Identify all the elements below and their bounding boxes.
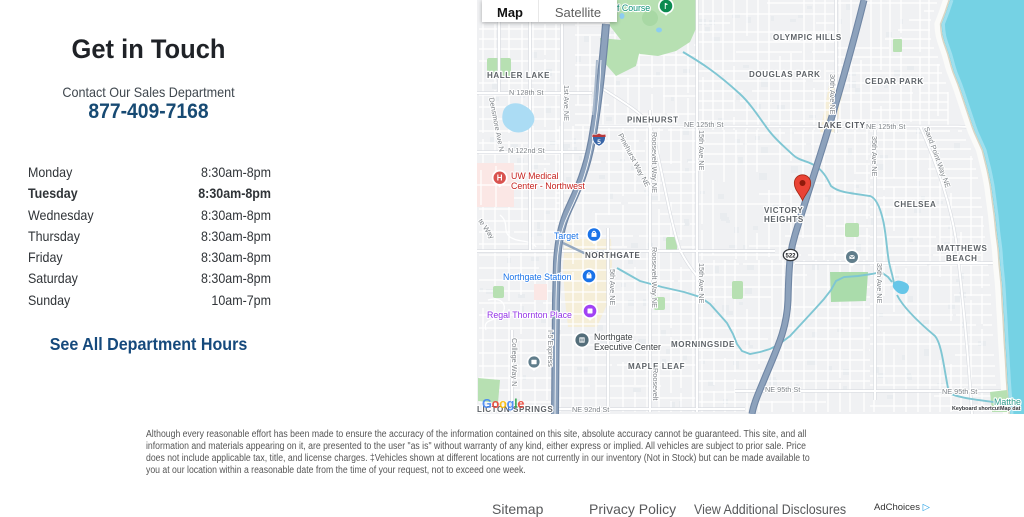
svg-text:N 128th St: N 128th St <box>509 88 543 97</box>
svg-text:NE 95th St: NE 95th St <box>942 387 977 396</box>
svg-text:15th Ave NE: 15th Ave NE <box>697 263 706 304</box>
svg-text:522: 522 <box>785 253 796 259</box>
svg-text:MORNINGSIDE: MORNINGSIDE <box>671 340 735 349</box>
svg-text:NORTHGATE: NORTHGATE <box>585 251 641 260</box>
svg-text:1st Ave NE: 1st Ave NE <box>562 85 571 121</box>
svg-text:Regal Thornton Place: Regal Thornton Place <box>487 310 572 320</box>
svg-text:Center - Northwest: Center - Northwest <box>511 181 585 191</box>
svg-text:HEIGHTS: HEIGHTS <box>764 215 804 224</box>
svg-text:DOUGLAS PARK: DOUGLAS PARK <box>749 70 821 79</box>
svg-text:UW Medical: UW Medical <box>511 171 558 181</box>
svg-text:NE 125th St: NE 125th St <box>866 122 905 131</box>
svg-text:Roosevelt Way NE: Roosevelt Way NE <box>650 247 659 308</box>
svg-text:Google: Google <box>482 397 524 411</box>
svg-text:LAKE CITY: LAKE CITY <box>818 121 866 130</box>
svg-text:MAPLE LEAF: MAPLE LEAF <box>628 362 685 371</box>
svg-text:I-5 Express: I-5 Express <box>546 330 555 367</box>
svg-text:NE 95th St: NE 95th St <box>765 385 800 394</box>
svg-text:BEACH: BEACH <box>946 254 977 263</box>
svg-text:NE 92nd St: NE 92nd St <box>572 405 609 414</box>
svg-text:H: H <box>497 174 503 183</box>
svg-text:Northgate: Northgate <box>594 332 633 342</box>
svg-text:Roosevelt Way NE: Roosevelt Way NE <box>650 132 659 193</box>
svg-text:Executive Center: Executive Center <box>594 342 661 352</box>
svg-text:PINEHURST: PINEHURST <box>627 116 679 125</box>
svg-text:VICTORY: VICTORY <box>764 206 803 215</box>
svg-text:15th Ave NE: 15th Ave NE <box>697 130 706 171</box>
svg-text:CEDAR PARK: CEDAR PARK <box>865 77 924 86</box>
svg-text:Target: Target <box>554 231 579 241</box>
svg-text:MATTHEWS: MATTHEWS <box>937 244 987 253</box>
svg-text:College Way N: College Way N <box>510 338 519 386</box>
svg-text:Keyboard shortcuts: Keyboard shortcuts <box>952 406 1003 412</box>
svg-text:N 122nd St: N 122nd St <box>508 146 545 155</box>
svg-text:CHELSEA: CHELSEA <box>894 200 936 209</box>
svg-text:35th Ave NE: 35th Ave NE <box>870 136 879 177</box>
svg-text:OLYMPIC HILLS: OLYMPIC HILLS <box>773 33 842 42</box>
svg-text:Matthe: Matthe <box>994 397 1021 407</box>
svg-text:LICTON SPRINGS: LICTON SPRINGS <box>477 405 553 414</box>
svg-text:30th Ave NE: 30th Ave NE <box>828 74 837 115</box>
svg-text:5: 5 <box>597 139 601 146</box>
svg-text:HALLER LAKE: HALLER LAKE <box>487 71 550 80</box>
svg-text:NE 125th St: NE 125th St <box>684 120 723 129</box>
svg-text:Northgate Station: Northgate Station <box>503 272 572 282</box>
svg-text:lf Course: lf Course <box>615 3 650 13</box>
svg-text:Map dat: Map dat <box>1000 406 1021 412</box>
svg-text:35th Ave NE: 35th Ave NE <box>875 263 884 304</box>
svg-text:Roosevelt: Roosevelt <box>651 368 660 400</box>
svg-text:5th Ave NE: 5th Ave NE <box>608 269 617 306</box>
